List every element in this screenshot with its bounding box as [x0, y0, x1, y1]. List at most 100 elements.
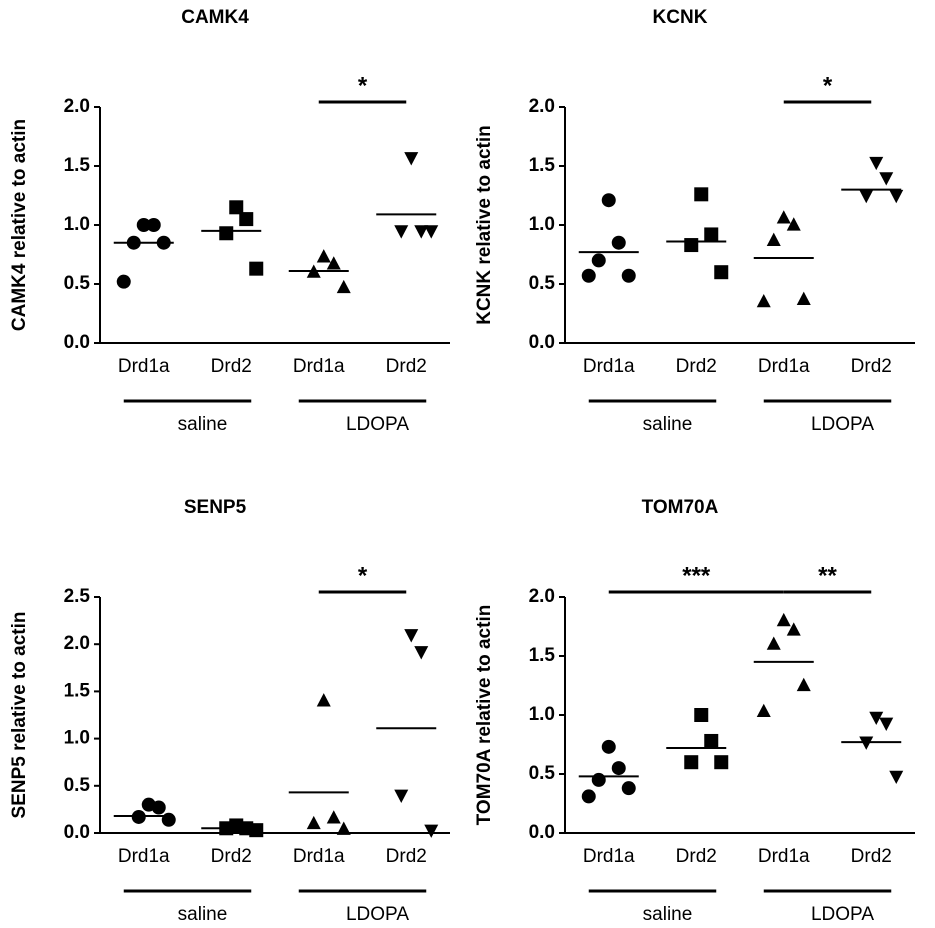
y-tick-label: 1.0 [529, 704, 555, 725]
data-point [336, 279, 351, 294]
x-tick-label: Drd2 [676, 356, 717, 377]
data-point [249, 261, 264, 276]
x-tick-label: Drd1a [293, 356, 345, 377]
data-point [611, 761, 626, 776]
data-point [581, 789, 596, 804]
data-point [694, 708, 709, 722]
group-label: LDOPA [346, 414, 409, 435]
significance-label: ** [818, 562, 837, 589]
group-label: LDOPA [346, 904, 409, 925]
group-label: LDOPA [811, 414, 874, 435]
data-point [229, 200, 244, 215]
x-tick-label: Drd2 [386, 356, 427, 377]
y-tick-label: 0.0 [529, 332, 555, 353]
significance-label: * [358, 72, 368, 99]
x-tick-label: Drd2 [676, 846, 717, 867]
y-axis-label: CAMK4 relative to actin [9, 119, 30, 331]
data-point [704, 227, 719, 242]
y-tick-label: 2.0 [64, 633, 90, 654]
data-point [879, 717, 894, 731]
panel-title: KCNK [653, 7, 708, 28]
data-point [414, 225, 429, 239]
significance-label: *** [682, 562, 711, 589]
data-point [601, 739, 616, 754]
significance-label: * [823, 72, 833, 99]
y-tick-label: 1.5 [529, 155, 556, 176]
data-point [611, 235, 626, 250]
x-tick-label: Drd1a [758, 356, 810, 377]
data-point [591, 772, 606, 787]
y-tick-label: 0.0 [64, 332, 90, 353]
panel-title: SENP5 [184, 497, 247, 518]
data-point [766, 232, 781, 246]
y-tick-label: 1.5 [529, 645, 556, 666]
data-point [694, 187, 709, 202]
data-point [796, 677, 811, 692]
data-point [889, 189, 904, 204]
data-point [116, 274, 131, 289]
data-point [786, 622, 801, 636]
data-point [766, 636, 781, 650]
data-point [424, 225, 439, 239]
y-tick-label: 2.0 [529, 96, 555, 117]
y-axis-label: SENP5 relative to actin [9, 612, 30, 819]
y-tick-label: 2.0 [64, 96, 90, 117]
data-point [414, 646, 429, 660]
data-point [161, 812, 176, 827]
data-point [239, 212, 254, 227]
data-point [786, 217, 801, 231]
data-point [869, 156, 884, 171]
y-tick-label: 0.0 [64, 822, 90, 843]
y-tick-label: 1.0 [64, 214, 90, 235]
group-label: saline [178, 414, 228, 435]
x-tick-label: Drd1a [758, 846, 810, 867]
data-point [621, 781, 636, 796]
data-point [796, 291, 811, 305]
group-label: LDOPA [811, 904, 874, 925]
y-tick-label: 2.0 [529, 586, 555, 607]
panel-title: CAMK4 [181, 7, 249, 28]
y-tick-label: 1.0 [529, 214, 555, 235]
data-point [684, 238, 699, 253]
group-label: saline [643, 904, 693, 925]
significance-label: * [358, 562, 368, 589]
data-point [326, 810, 341, 824]
data-point [601, 193, 616, 208]
data-point [136, 218, 151, 232]
data-point [581, 268, 596, 283]
group-label: saline [643, 414, 693, 435]
data-point [326, 256, 341, 270]
y-tick-label: 0.5 [64, 273, 91, 294]
x-tick-label: Drd2 [211, 846, 252, 867]
x-tick-label: Drd1a [118, 846, 170, 867]
data-point [394, 789, 409, 803]
data-point [336, 821, 351, 835]
x-tick-label: Drd2 [211, 356, 252, 377]
x-tick-label: Drd2 [851, 356, 892, 377]
y-tick-label: 0.0 [529, 822, 555, 843]
data-point [714, 265, 729, 280]
data-point [776, 612, 791, 627]
data-point [859, 736, 874, 750]
data-point [879, 172, 894, 186]
data-point [756, 294, 771, 308]
y-tick-label: 0.5 [64, 775, 91, 796]
x-tick-label: Drd2 [851, 846, 892, 867]
group-label: saline [178, 904, 228, 925]
data-point [684, 755, 699, 770]
data-point [756, 703, 771, 718]
x-tick-label: Drd2 [386, 846, 427, 867]
y-axis-label: KCNK relative to actin [474, 125, 495, 325]
data-point [621, 268, 636, 283]
y-tick-label: 0.5 [529, 273, 556, 294]
data-point [146, 218, 161, 232]
x-tick-label: Drd1a [118, 356, 170, 377]
data-point [859, 189, 874, 204]
data-point [394, 225, 409, 239]
data-point [404, 152, 419, 166]
x-tick-label: Drd1a [583, 846, 635, 867]
y-axis-label: TOM70A relative to actin [474, 605, 495, 826]
data-point [316, 693, 331, 707]
x-tick-label: Drd1a [293, 846, 345, 867]
